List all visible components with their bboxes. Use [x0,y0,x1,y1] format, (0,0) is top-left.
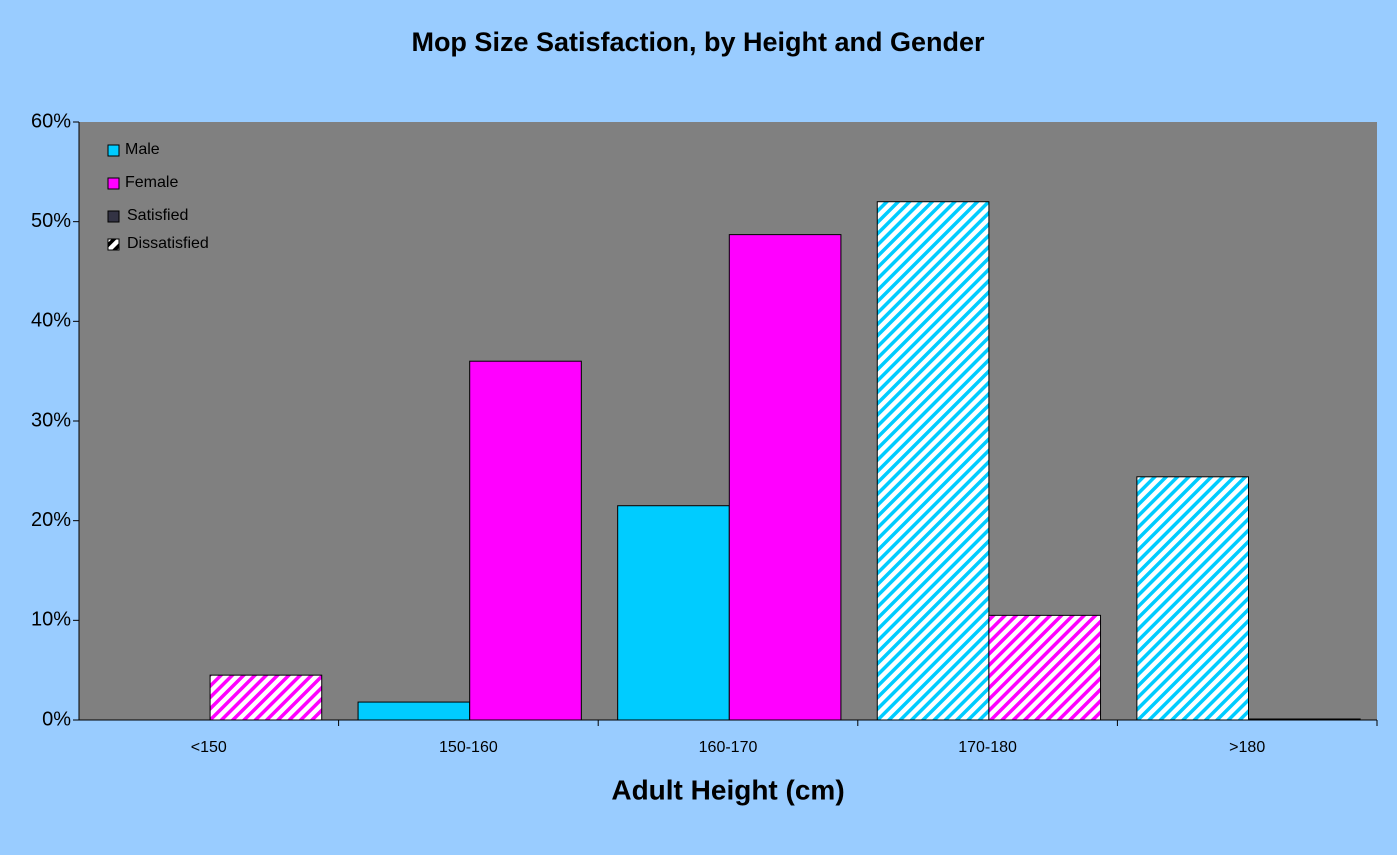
legend-swatch [107,210,120,223]
legend-label: Male [125,141,160,158]
y-tick-label: 0% [42,708,71,730]
bar [357,701,471,721]
y-tick-label: 40% [31,310,71,332]
bar [1136,476,1249,721]
y-tick-label: 10% [31,609,71,631]
bar [988,614,1102,721]
x-tick-label: 160-170 [699,739,758,756]
legend-swatch [107,177,120,190]
x-tick-label: <150 [191,739,227,756]
bar [876,201,990,721]
bar [469,360,582,721]
x-axis-label: Adult Height (cm) [611,774,844,805]
bar [209,674,323,721]
y-tick-label: 20% [31,509,71,531]
y-tick-label: 50% [31,210,71,232]
legend-label: Satisfied [127,207,188,224]
bar [1247,718,1361,721]
legend-label: Dissatisfied [127,235,209,252]
bar [617,505,730,721]
y-tick-label: 60% [31,110,71,132]
legend-label: Female [125,174,178,191]
legend-swatch [107,144,120,157]
x-tick-label: 170-180 [958,739,1017,756]
x-tick-label: 150-160 [439,739,498,756]
y-tick-label: 30% [31,409,71,431]
bar [728,234,842,721]
chart-title: Mop Size Satisfaction, by Height and Gen… [411,27,985,57]
legend-swatch [107,238,120,251]
x-tick-label: >180 [1229,739,1265,756]
